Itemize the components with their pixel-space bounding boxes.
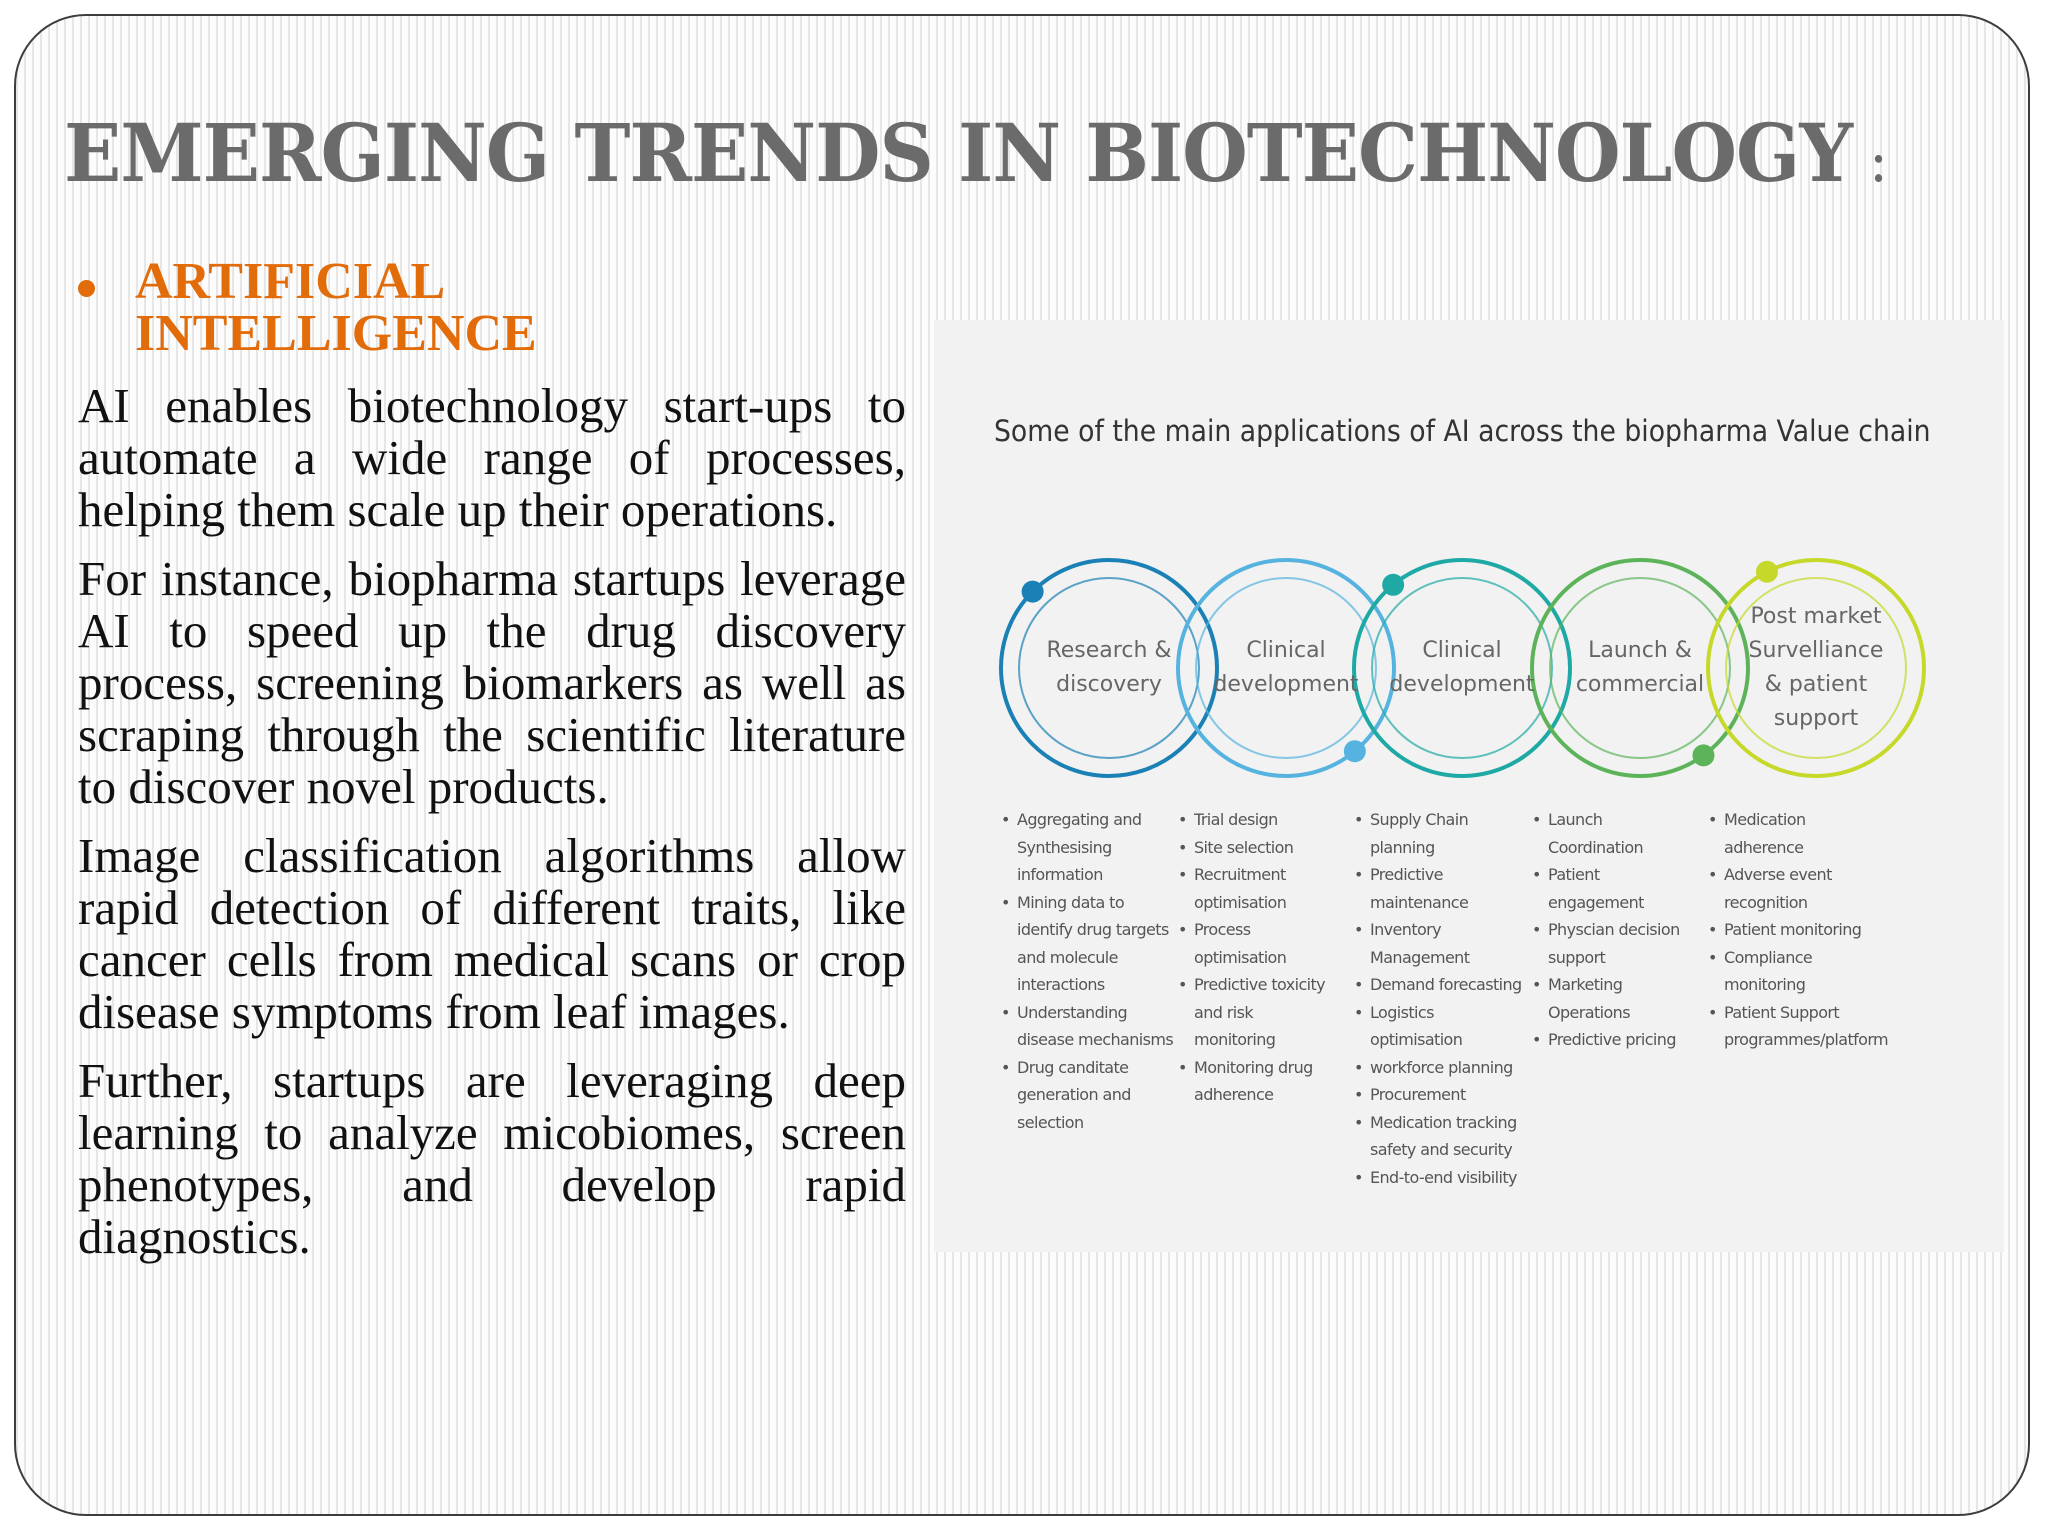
outer-ring bbox=[1530, 558, 1750, 778]
list-item: Physcian decision support bbox=[1532, 916, 1708, 971]
list-item: Process optimisation bbox=[1178, 916, 1354, 971]
diagram-title: Some of the main applications of AI acro… bbox=[994, 414, 1931, 448]
ring-dot-icon bbox=[1692, 744, 1715, 767]
slide-title: EMERGING TRENDS IN BIOTECHNOLOGY: bbox=[64, 106, 1888, 200]
title-colon: : bbox=[1869, 126, 1888, 196]
paragraph-4: Further, startups are leveraging deep le… bbox=[78, 1053, 906, 1264]
list-item: Monitoring drug adherence bbox=[1178, 1054, 1354, 1109]
list-item: Inventory Management bbox=[1354, 916, 1530, 971]
outer-ring bbox=[1176, 558, 1396, 778]
stage-ring-3 bbox=[1352, 558, 1572, 778]
bullet-item: ARTIFICIAL INTELLIGENCE bbox=[78, 256, 575, 360]
stage-items-3: Supply Chain planningPredictive maintena… bbox=[1354, 806, 1530, 1191]
slide: EMERGING TRENDS IN BIOTECHNOLOGY: ARTIFI… bbox=[14, 14, 2030, 1516]
stage-items-4: Launch CoordinationPatient engagementPhy… bbox=[1532, 806, 1708, 1054]
title-text: EMERGING TRENDS IN BIOTECHNOLOGY bbox=[64, 106, 1853, 200]
stage-ring-2 bbox=[1176, 558, 1396, 778]
body-text: AI enables biotechnology start-ups to au… bbox=[78, 380, 906, 1280]
list-item: Supply Chain planning bbox=[1354, 806, 1530, 861]
list-item: Adverse event recognition bbox=[1708, 861, 1884, 916]
list-item: Patient engagement bbox=[1532, 861, 1708, 916]
stage-ring-1 bbox=[999, 558, 1219, 778]
list-item: Trial design bbox=[1178, 806, 1354, 834]
stage-items-5: Medication adherenceAdverse event recogn… bbox=[1708, 806, 1889, 1054]
list-item: Procurement bbox=[1354, 1081, 1530, 1109]
outer-ring bbox=[1706, 558, 1926, 778]
outer-ring bbox=[1352, 558, 1572, 778]
paragraph-1: AI enables biotechnology start-ups to au… bbox=[78, 378, 906, 537]
ring-dot-icon bbox=[1343, 740, 1366, 763]
list-item: Aggregating and Synthesising information bbox=[1001, 806, 1177, 889]
stage-label-5: Post market Survelliance & patient suppo… bbox=[1748, 604, 1884, 731]
list-item: Medication tracking safety and security bbox=[1354, 1109, 1530, 1164]
inner-ring bbox=[1549, 577, 1731, 759]
list-item: Mining data to identify drug targets and… bbox=[1001, 889, 1177, 999]
list-item: Understanding disease mechanisms bbox=[1001, 999, 1177, 1054]
bullet-dot-icon bbox=[78, 280, 95, 297]
inner-ring bbox=[1195, 577, 1377, 759]
outer-ring bbox=[999, 558, 1219, 778]
list-item: Logistics optimisation bbox=[1354, 999, 1530, 1054]
ring-dot-icon bbox=[1382, 573, 1405, 596]
list-item: Patient Support programmes/platform bbox=[1708, 999, 1889, 1054]
inner-ring bbox=[1371, 577, 1553, 759]
stage-label-2: Clinical development bbox=[1213, 638, 1359, 697]
stage-label-1: Research & discovery bbox=[1046, 638, 1172, 697]
paragraph-2: For instance, biopharma startups leverag… bbox=[78, 551, 906, 814]
list-item: Drug canditate generation and selection bbox=[1001, 1054, 1177, 1137]
value-chain-diagram: Some of the main applications of AI acro… bbox=[934, 320, 2004, 1252]
stage-items-2: Trial designSite selectionRecruitment op… bbox=[1178, 806, 1354, 1109]
list-item: Site selection bbox=[1178, 834, 1354, 862]
list-item: workforce planning bbox=[1354, 1054, 1530, 1082]
rings-graphic bbox=[999, 558, 1926, 778]
list-item: Recruitment optimisation bbox=[1178, 861, 1354, 916]
stage-label-4: Launch & commercial bbox=[1575, 638, 1705, 697]
ring-dot-icon bbox=[1021, 580, 1044, 603]
list-item: Predictive maintenance bbox=[1354, 861, 1530, 916]
list-item: Predictive toxicity and risk monitoring bbox=[1178, 971, 1354, 1054]
inner-ring bbox=[1018, 577, 1200, 759]
list-item: Compliance monitoring bbox=[1708, 944, 1884, 999]
paragraph-3: Image classification algorithms allow ra… bbox=[78, 828, 906, 1039]
list-item: Medication adherence bbox=[1708, 806, 1884, 861]
stage-ring-4 bbox=[1530, 558, 1750, 778]
list-item: Marketing Operations bbox=[1532, 971, 1708, 1026]
ring-dot-icon bbox=[1755, 560, 1778, 583]
list-item: Predictive pricing bbox=[1532, 1026, 1708, 1054]
stage-items-1: Aggregating and Synthesising information… bbox=[1001, 806, 1177, 1136]
stage-ring-5 bbox=[1706, 558, 1926, 778]
list-item: End-to-end visibility bbox=[1354, 1164, 1530, 1192]
bullet-heading: ARTIFICIAL INTELLIGENCE bbox=[135, 253, 537, 362]
stage-label-3: Clinical development bbox=[1389, 638, 1535, 697]
list-item: Patient monitoring bbox=[1708, 916, 1884, 944]
list-item: Demand forecasting bbox=[1354, 971, 1530, 999]
inner-ring bbox=[1725, 577, 1907, 759]
list-item: Launch Coordination bbox=[1532, 806, 1708, 861]
